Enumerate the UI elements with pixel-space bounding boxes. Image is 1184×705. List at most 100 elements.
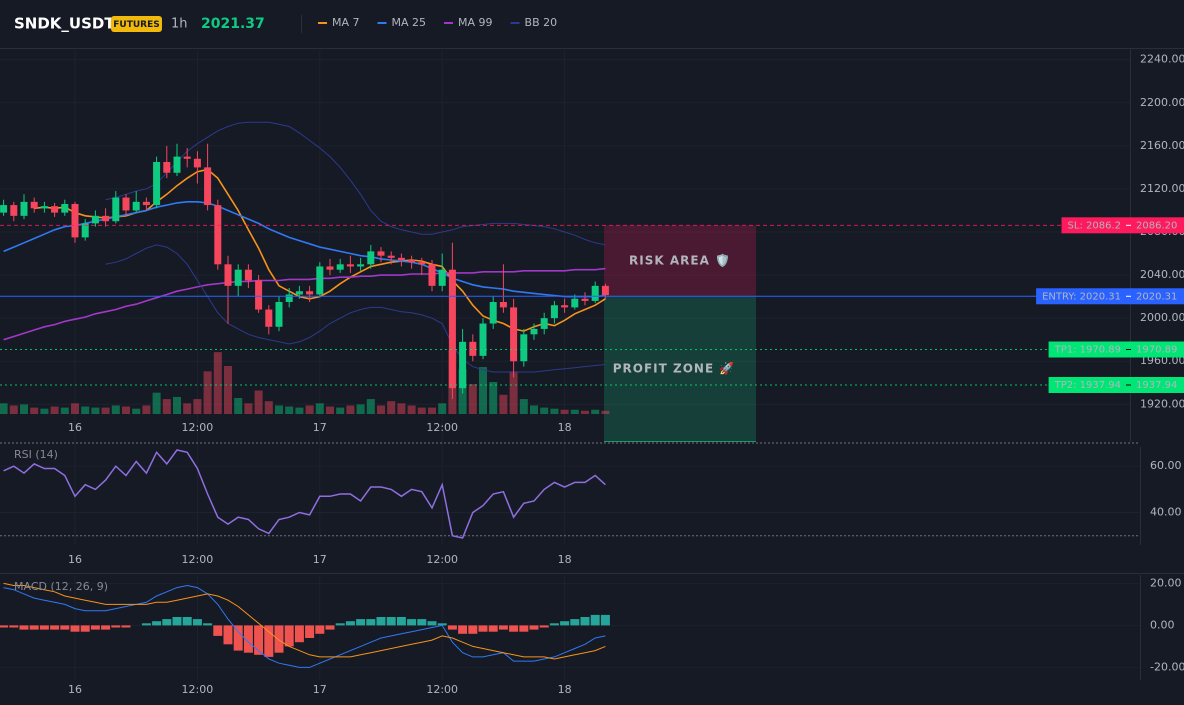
candle-body bbox=[438, 269, 446, 286]
volume-bar bbox=[254, 390, 263, 414]
level-label: SL: 2086.2 bbox=[1068, 220, 1121, 231]
volume-bar bbox=[275, 405, 283, 414]
volume-bar bbox=[224, 366, 232, 414]
histogram-bar bbox=[19, 625, 29, 630]
histogram-bar bbox=[325, 625, 335, 630]
histogram-bar bbox=[519, 625, 529, 632]
rsi-line bbox=[3, 449, 606, 539]
candle-body bbox=[418, 262, 426, 265]
volume-bar bbox=[570, 409, 579, 414]
volume-bar bbox=[407, 405, 416, 414]
volume-bar bbox=[499, 394, 508, 414]
histogram-bar bbox=[141, 623, 151, 626]
candle-body bbox=[336, 264, 344, 270]
candle-body bbox=[428, 264, 436, 286]
volume-bar bbox=[428, 407, 436, 414]
histogram-bar bbox=[315, 625, 325, 634]
volume-bar bbox=[81, 406, 90, 414]
volume-bar bbox=[509, 371, 518, 414]
candle-body bbox=[591, 285, 599, 301]
histogram-bar bbox=[111, 625, 121, 628]
legend-label: MA 7 bbox=[332, 16, 360, 29]
x-tick-label: 12:00 bbox=[182, 683, 214, 696]
y-tick-label: 2240.00 bbox=[1140, 53, 1184, 66]
y-tick-label: 1920.00 bbox=[1140, 397, 1184, 410]
x-tick-label: 16 bbox=[68, 421, 82, 434]
level-label-bg bbox=[1036, 288, 1184, 305]
histogram-bar bbox=[386, 617, 396, 626]
candle-body bbox=[469, 341, 477, 356]
x-tick-label: 12:00 bbox=[182, 421, 214, 434]
volume-bar bbox=[417, 407, 426, 414]
histogram-bar bbox=[600, 614, 610, 626]
histogram-bar bbox=[172, 617, 182, 626]
badge-bg bbox=[111, 16, 162, 32]
volume-bar bbox=[550, 408, 559, 414]
x-tick-label: 16 bbox=[68, 553, 82, 566]
candle-body bbox=[479, 323, 487, 356]
candle-body bbox=[295, 291, 303, 295]
histogram-bar bbox=[182, 617, 192, 626]
volume-bar bbox=[60, 407, 69, 414]
histogram-bar bbox=[437, 623, 447, 626]
volume-bar bbox=[122, 406, 130, 414]
candle-body bbox=[489, 302, 497, 324]
badge: FUTURES bbox=[113, 20, 159, 30]
volume-bar bbox=[111, 405, 120, 414]
symbol: SNDK_USDT bbox=[14, 15, 115, 33]
histogram-bar bbox=[396, 617, 406, 626]
volume-bar bbox=[519, 399, 528, 414]
histogram-bar bbox=[366, 619, 376, 626]
candle-body bbox=[20, 201, 28, 216]
x-tick-label: 12:00 bbox=[426, 683, 458, 696]
volume-bar bbox=[601, 410, 610, 414]
volume-bar bbox=[20, 404, 28, 414]
candle-body bbox=[173, 156, 181, 173]
volume-bar bbox=[173, 396, 181, 414]
histogram-bar bbox=[0, 625, 9, 628]
candle-body bbox=[102, 215, 110, 222]
candle-body bbox=[204, 167, 212, 206]
level-label: ENTRY: 2020.31 bbox=[1042, 291, 1121, 302]
level-value-label: 2086.20 bbox=[1136, 220, 1177, 231]
histogram-bar bbox=[284, 625, 294, 647]
histogram-bar bbox=[162, 619, 172, 626]
candle-body bbox=[71, 204, 79, 238]
candle-body bbox=[275, 302, 283, 327]
histogram-bar bbox=[243, 625, 253, 653]
histogram-bar bbox=[488, 625, 498, 632]
last-price: 2021.37 bbox=[201, 16, 265, 32]
histogram-bar bbox=[264, 625, 274, 657]
histogram-bar bbox=[223, 625, 233, 645]
level-label: TP1: 1970.89 bbox=[1054, 345, 1121, 356]
y-tick-label: 2160.00 bbox=[1140, 139, 1184, 152]
x-tick-label: 18 bbox=[558, 421, 572, 434]
candle-body bbox=[408, 260, 416, 263]
volume-bar bbox=[9, 405, 18, 414]
ma-line bbox=[3, 267, 606, 341]
histogram-bar bbox=[468, 625, 478, 634]
histogram-bar bbox=[80, 625, 90, 632]
histogram-bar bbox=[498, 625, 508, 630]
candle-body bbox=[132, 201, 140, 211]
candle-body bbox=[183, 156, 191, 159]
risk-zone bbox=[604, 225, 756, 297]
histogram-bar bbox=[580, 617, 590, 626]
candle-body bbox=[61, 204, 69, 213]
candle-body bbox=[601, 285, 609, 296]
volume-bar bbox=[326, 406, 334, 414]
histogram-bar bbox=[345, 621, 355, 626]
level-value-label: 2020.31 bbox=[1136, 291, 1177, 302]
volume-bar bbox=[468, 384, 477, 414]
candle-body bbox=[10, 205, 18, 216]
volume-bar bbox=[50, 406, 59, 414]
histogram-bar bbox=[233, 625, 243, 651]
legend-label: MA 25 bbox=[392, 16, 427, 29]
candle-body bbox=[540, 318, 548, 329]
interval[interactable]: 1h bbox=[171, 17, 188, 32]
x-tick-label: 18 bbox=[558, 683, 572, 696]
candle-body bbox=[112, 197, 120, 222]
x-tick-label: 12:00 bbox=[426, 421, 458, 434]
